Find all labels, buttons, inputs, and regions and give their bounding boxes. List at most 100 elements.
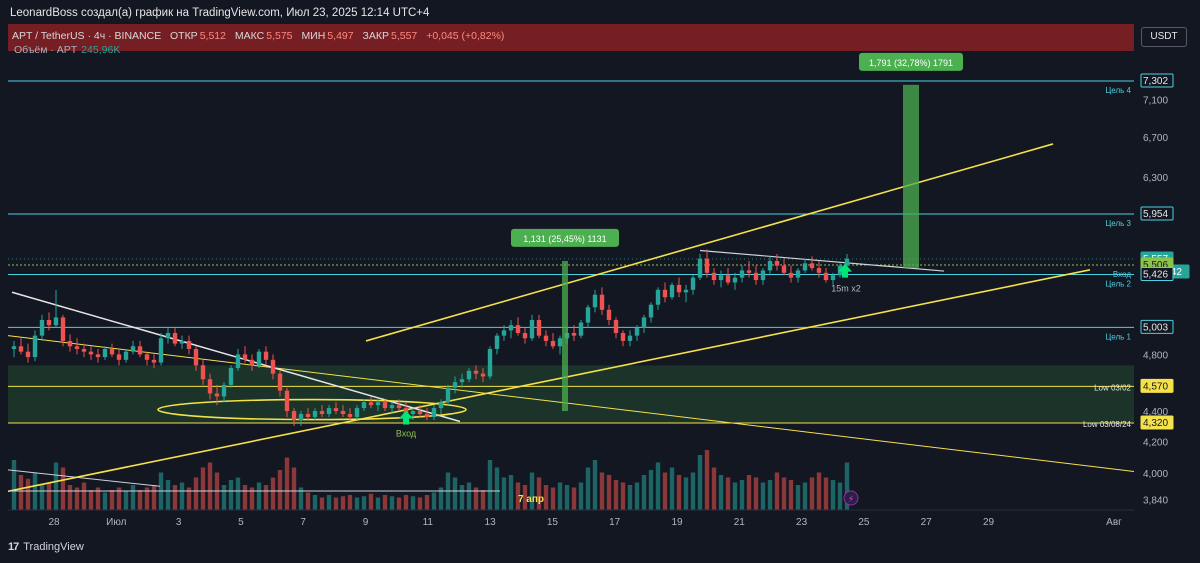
volume-legend: Объём · APT 245,96K xyxy=(14,44,120,56)
candle-body xyxy=(18,346,24,352)
tradingview-logo-icon: 17 xyxy=(8,541,19,553)
x-tick-label: 25 xyxy=(858,517,870,528)
candle-body xyxy=(662,289,668,298)
y-tick-label: 4,400 xyxy=(1143,407,1168,418)
price-label-text: 5,003 xyxy=(1143,322,1168,333)
volume-bar xyxy=(487,460,493,510)
volume-bar xyxy=(564,485,570,510)
volume-bar xyxy=(837,482,843,510)
price-label-box xyxy=(1140,267,1174,282)
currency-button[interactable]: USDT xyxy=(1141,27,1187,47)
candle-body xyxy=(585,307,591,323)
volume-bar xyxy=(844,462,850,510)
candle-body xyxy=(249,359,255,366)
candle-body xyxy=(648,304,654,318)
volume-bar xyxy=(424,495,430,510)
volume-bar xyxy=(515,482,521,510)
candle-body xyxy=(214,393,220,397)
volume-bar xyxy=(508,475,514,510)
volume-bar xyxy=(319,497,325,510)
candle-body xyxy=(312,411,318,418)
price-label-text: 4,570 xyxy=(1143,381,1168,392)
candle-body xyxy=(767,260,773,271)
candle-body xyxy=(46,320,52,326)
price-label-text: 7,302 xyxy=(1143,76,1168,87)
level-name-label: Вход xyxy=(1113,270,1131,279)
candle-body xyxy=(424,414,430,418)
y-tick-label: 6,700 xyxy=(1143,133,1168,144)
volume-bar xyxy=(46,482,52,510)
x-tick-label: 13 xyxy=(485,517,497,528)
volume-bar xyxy=(88,490,94,510)
volume-bar xyxy=(235,477,241,510)
volume-bar xyxy=(788,480,794,510)
volume-bar xyxy=(102,492,108,510)
volume-bar xyxy=(263,485,269,510)
volume-bar xyxy=(333,497,339,510)
candle-body xyxy=(193,348,199,366)
candle-body xyxy=(263,351,269,360)
volume-bar xyxy=(291,467,297,510)
candle-body xyxy=(277,373,283,391)
candle-body xyxy=(809,263,815,269)
candle-body xyxy=(508,325,514,331)
candle-body xyxy=(725,275,731,283)
candle-body xyxy=(634,327,640,336)
symbol-name[interactable]: APT / TetherUS · 4ч · BINANCE xyxy=(12,30,162,42)
candle-body xyxy=(732,277,738,283)
volume-label[interactable]: Объём · APT xyxy=(14,44,78,56)
candle-body xyxy=(739,270,745,278)
measure-bar-1 xyxy=(562,260,568,412)
volume-bar xyxy=(718,475,724,510)
candle-body xyxy=(627,335,633,341)
volume-bar xyxy=(830,480,836,510)
candle-body xyxy=(578,322,584,336)
candle-body xyxy=(655,289,661,305)
volume-bar xyxy=(459,485,465,510)
volume-bar xyxy=(767,480,773,510)
candle-body xyxy=(186,340,192,349)
volume-bar xyxy=(690,472,696,510)
volume-bar xyxy=(669,467,675,510)
candle-body xyxy=(529,320,535,339)
volume-bar xyxy=(417,497,423,510)
volume-bar xyxy=(494,467,500,510)
volume-bar xyxy=(704,450,710,510)
volume-bar xyxy=(634,482,640,510)
volume-bar xyxy=(396,497,402,510)
volume-bar xyxy=(151,485,157,510)
candle-body xyxy=(438,402,444,409)
candle-body xyxy=(550,340,556,347)
x-tick-label: 17 xyxy=(609,517,621,528)
candle-body xyxy=(844,258,850,266)
footer-brand[interactable]: 17 TradingView xyxy=(8,541,84,553)
candle-body xyxy=(319,411,325,415)
price-label-text: 4,320 xyxy=(1143,418,1168,429)
candle-body xyxy=(473,370,479,374)
volume-bar xyxy=(802,482,808,510)
candle-body xyxy=(571,333,577,336)
level-name-label: Цель 2 xyxy=(1105,280,1131,289)
volume-bar xyxy=(242,485,248,510)
x-tick-label: 7 xyxy=(300,517,306,528)
volume-bar xyxy=(179,482,185,510)
candle-body xyxy=(816,268,822,273)
candle-body xyxy=(410,411,416,415)
candle-body xyxy=(354,408,360,418)
candle-body xyxy=(81,348,87,352)
candle-body xyxy=(690,277,696,290)
volume-bar xyxy=(725,477,731,510)
candle-body xyxy=(795,270,801,278)
candle-body xyxy=(375,402,381,406)
candle-body xyxy=(172,333,178,344)
candle-body xyxy=(382,402,388,409)
volume-bar xyxy=(207,462,213,510)
candle-body xyxy=(291,411,297,420)
candle-body xyxy=(536,320,542,336)
volume-bar xyxy=(256,482,262,510)
candle-body xyxy=(431,408,437,418)
x-tick-label: Июл xyxy=(106,517,126,528)
volume-bar xyxy=(592,460,598,510)
signal-arrow-icon xyxy=(838,263,852,278)
